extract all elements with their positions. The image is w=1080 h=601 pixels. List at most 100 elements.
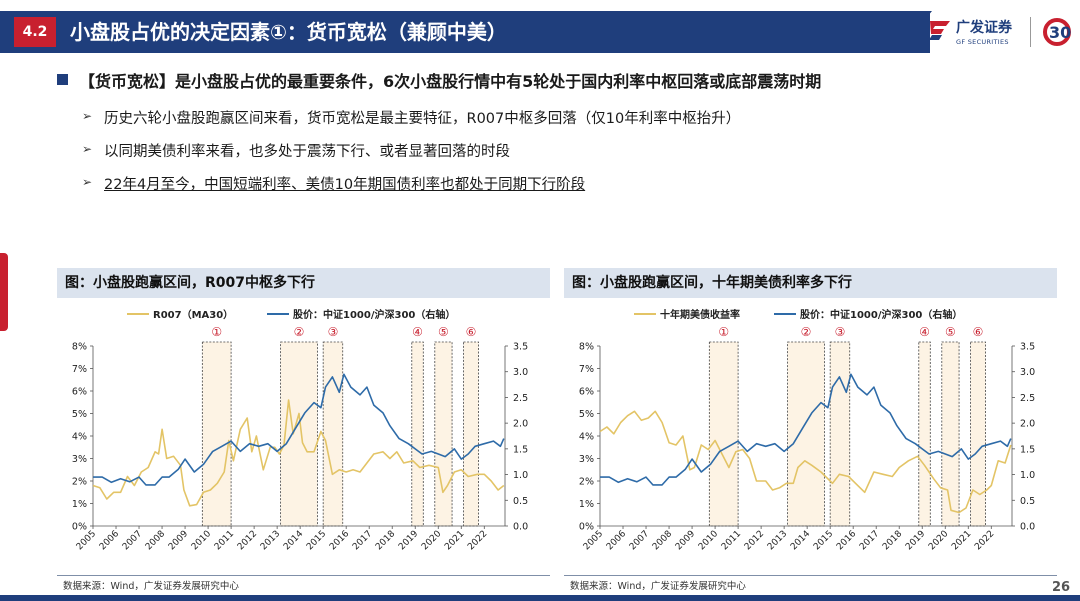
x-tick-label: 2021 bbox=[950, 529, 973, 552]
main-point-text: 【货币宽松】是小盘股占优的最重要条件，6次小盘股行情中有5轮处于国内利率中枢回落… bbox=[79, 72, 822, 91]
highlight-region bbox=[434, 341, 453, 527]
section-number-badge: 4.2 bbox=[14, 17, 56, 47]
highlight-region-label: ④ bbox=[412, 325, 423, 339]
y-right-tick-label: 1.5 bbox=[1020, 444, 1035, 455]
slide-title: 小盘股占优的决定因素①：货币宽松（兼顾中美） bbox=[70, 20, 507, 44]
highlight-region bbox=[280, 341, 318, 527]
y-left-tick-label: 6% bbox=[72, 387, 87, 398]
anniversary-logo-icon: 30 bbox=[1043, 18, 1071, 46]
chart-panel-r007: 图：小盘股跑赢区间，R007中枢多下行 ① ② ③ ④ ⑤ ⑥ 0% 1% 2% 3% 4% 5% 6%… bbox=[57, 268, 550, 592]
x-tick-label: 2018 bbox=[881, 529, 904, 552]
legend-label: 股价：中证1000/沪深300（右轴） bbox=[293, 308, 455, 321]
series-line-ratio bbox=[600, 373, 1012, 486]
main-point: 【货币宽松】是小盘股占优的最重要条件，6次小盘股行情中有5轮处于国内利率中枢回落… bbox=[57, 66, 1067, 96]
chart-panel-title: 图：小盘股跑赢区间，十年期美债利率多下行 bbox=[564, 268, 1057, 298]
series-line-ratio bbox=[93, 373, 505, 486]
chart-source: 数据来源：Wind，广发证券发展研究中心 bbox=[63, 581, 239, 592]
y-left-tick-label: 1% bbox=[72, 499, 87, 510]
y-right-tick-label: 2.5 bbox=[513, 393, 528, 404]
series-line-rate bbox=[599, 410, 1012, 514]
gf-logo-mark-icon bbox=[929, 21, 950, 40]
y-left-tick-label: 3% bbox=[72, 454, 87, 465]
y-left-tick-label: 8% bbox=[72, 342, 87, 353]
header-bar bbox=[0, 11, 930, 53]
x-tick-label: 2014 bbox=[282, 529, 305, 552]
x-tick-label: 2005 bbox=[75, 529, 98, 552]
highlight-region bbox=[787, 341, 825, 527]
y-left-tick-label: 2% bbox=[72, 477, 87, 488]
x-tick-label: 2017 bbox=[858, 529, 881, 552]
anniversary-number: 30 bbox=[1049, 23, 1071, 42]
highlight-region-label: ④ bbox=[919, 325, 930, 339]
highlight-region-label: ③ bbox=[328, 325, 339, 339]
logo-separator bbox=[1030, 17, 1031, 47]
x-tick-label: 2022 bbox=[466, 529, 489, 552]
footer-bar bbox=[0, 595, 1080, 601]
y-right-tick-label: 2.0 bbox=[513, 419, 528, 430]
highlight-region bbox=[201, 341, 232, 527]
sub-point-text: 历史六轮小盘股跑赢区间来看，货币宽松是最主要特征，R007中枢多回落（仅10年利… bbox=[104, 111, 741, 127]
sub-point-text: 22年4月至今，中国短端利率、美债10年期国债利率也都处于同期下行阶段 bbox=[104, 177, 586, 193]
y-left-tick-label: 5% bbox=[72, 409, 87, 420]
highlight-region-label: ⑥ bbox=[466, 325, 477, 339]
y-right-tick-label: 3.5 bbox=[1020, 342, 1035, 353]
highlight-region-label: ⑤ bbox=[438, 325, 449, 339]
x-tick-label: 2012 bbox=[743, 529, 766, 552]
x-tick-label: 2021 bbox=[443, 529, 466, 552]
y-right-tick-label: 3.0 bbox=[513, 367, 528, 378]
series-line-rate bbox=[92, 399, 505, 507]
y-left-tick-label: 6% bbox=[579, 387, 594, 398]
y-right-tick-label: 0.5 bbox=[1020, 496, 1035, 507]
slide-header: 4.2 小盘股占优的决定因素①：货币宽松（兼顾中美） bbox=[0, 0, 1080, 60]
highlight-region-label: ⑥ bbox=[973, 325, 984, 339]
x-tick-label: 2010 bbox=[190, 529, 213, 552]
arrow-bullet-icon: ➢ bbox=[82, 175, 93, 189]
highlight-region bbox=[708, 341, 739, 527]
highlight-region-label: ① bbox=[211, 325, 222, 339]
x-tick-label: 2007 bbox=[121, 529, 144, 552]
x-tick-label: 2022 bbox=[973, 529, 996, 552]
y-right-tick-label: 1.0 bbox=[513, 470, 528, 481]
highlight-region-label: ② bbox=[801, 325, 812, 339]
x-tick-label: 2014 bbox=[789, 529, 812, 552]
legend-label: 十年期美债收益率 bbox=[660, 308, 740, 321]
chart-panel-title: 图：小盘股跑赢区间，R007中枢多下行 bbox=[57, 268, 550, 298]
x-tick-label: 2009 bbox=[167, 529, 190, 552]
y-left-tick-label: 1% bbox=[579, 499, 594, 510]
chart-r007: ① ② ③ ④ ⑤ ⑥ 0% 1% 2% 3% 4% 5% 6% 7% 8% 0.0 0.5 1.0 1.5 2.0 2… bbox=[72, 308, 528, 552]
y-right-tick-label: 1.5 bbox=[513, 444, 528, 455]
x-tick-label: 2012 bbox=[236, 529, 259, 552]
highlight-region bbox=[970, 341, 986, 527]
highlight-region bbox=[411, 341, 424, 527]
y-right-tick-label: 2.0 bbox=[1020, 419, 1035, 430]
x-tick-label: 2019 bbox=[397, 529, 420, 552]
chart-panel-us10y: 图：小盘股跑赢区间，十年期美债利率多下行 ① ② ③ ④ ⑤ ⑥ 0% 1% 2% 3% 4% 5% 6… bbox=[564, 268, 1057, 592]
y-left-tick-label: 0% bbox=[72, 522, 87, 533]
x-tick-label: 2005 bbox=[582, 529, 605, 552]
x-tick-label: 2020 bbox=[420, 529, 443, 552]
y-left-tick-label: 3% bbox=[579, 454, 594, 465]
y-left-tick-label: 5% bbox=[579, 409, 594, 420]
x-tick-label: 2018 bbox=[374, 529, 397, 552]
y-left-tick-label: 7% bbox=[579, 364, 594, 375]
chart-panel-divider bbox=[564, 575, 1057, 576]
y-right-tick-label: 2.5 bbox=[1020, 393, 1035, 404]
x-tick-label: 2006 bbox=[98, 529, 121, 552]
company-logo: 广发证券 GF SECURITIES 30 bbox=[926, 11, 1076, 53]
chart-us10y: ① ② ③ ④ ⑤ ⑥ 0% 1% 2% 3% 4% 5% 6% 7% 8% 0.0 0.5 1.0 1.5 2.0 2… bbox=[579, 308, 1035, 552]
y-right-tick-label: 3.0 bbox=[1020, 367, 1035, 378]
x-tick-label: 2016 bbox=[328, 529, 351, 552]
highlight-region-label: ② bbox=[294, 325, 305, 339]
arrow-bullet-icon: ➢ bbox=[82, 109, 93, 123]
y-right-tick-label: 0.5 bbox=[513, 496, 528, 507]
y-right-tick-label: 0.0 bbox=[513, 522, 528, 533]
x-tick-label: 2020 bbox=[927, 529, 950, 552]
x-tick-label: 2008 bbox=[144, 529, 167, 552]
x-tick-label: 2013 bbox=[766, 529, 789, 552]
x-tick-label: 2015 bbox=[812, 529, 835, 552]
highlight-region bbox=[829, 341, 851, 527]
x-tick-label: 2017 bbox=[351, 529, 374, 552]
highlight-region-label: ① bbox=[718, 325, 729, 339]
highlight-region bbox=[463, 341, 479, 527]
y-left-tick-label: 0% bbox=[579, 522, 594, 533]
